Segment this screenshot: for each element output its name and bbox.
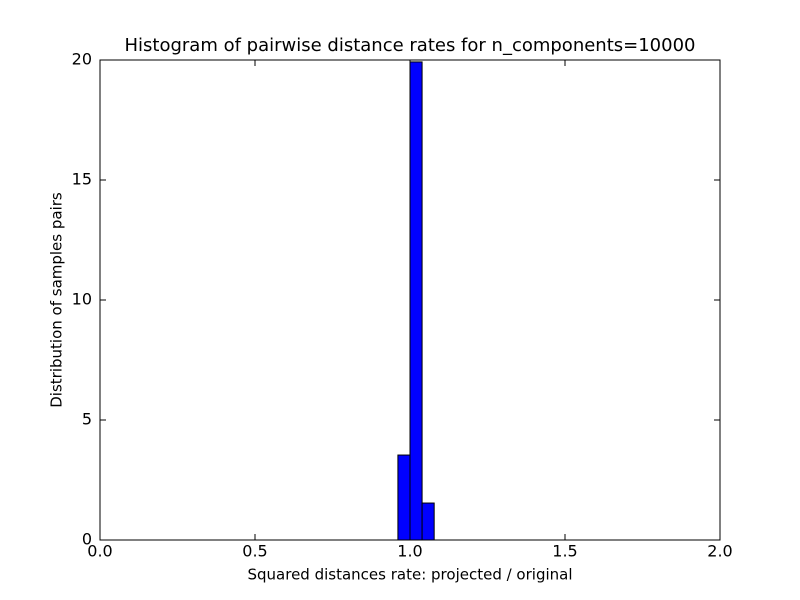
y-tick-label: 15 xyxy=(72,170,92,189)
x-tick-label: 0.0 xyxy=(87,542,112,561)
y-tick-label: 0 xyxy=(82,530,92,549)
y-tick-label: 5 xyxy=(82,410,92,429)
y-tick-label: 20 xyxy=(72,50,92,69)
y-tick-label: 10 xyxy=(72,290,92,309)
bar xyxy=(397,454,411,541)
bar xyxy=(409,61,423,541)
x-tick-label: 1.0 xyxy=(397,542,422,561)
x-tick-label: 0.5 xyxy=(242,542,267,561)
bar xyxy=(421,502,435,541)
y-axis-label: Distribution of samples pairs xyxy=(48,192,66,408)
chart-title: Histogram of pairwise distance rates for… xyxy=(124,35,695,56)
x-tick-label: 1.5 xyxy=(552,542,577,561)
x-axis-label: Squared distances rate: projected / orig… xyxy=(248,566,573,584)
x-tick-label: 2.0 xyxy=(707,542,732,561)
